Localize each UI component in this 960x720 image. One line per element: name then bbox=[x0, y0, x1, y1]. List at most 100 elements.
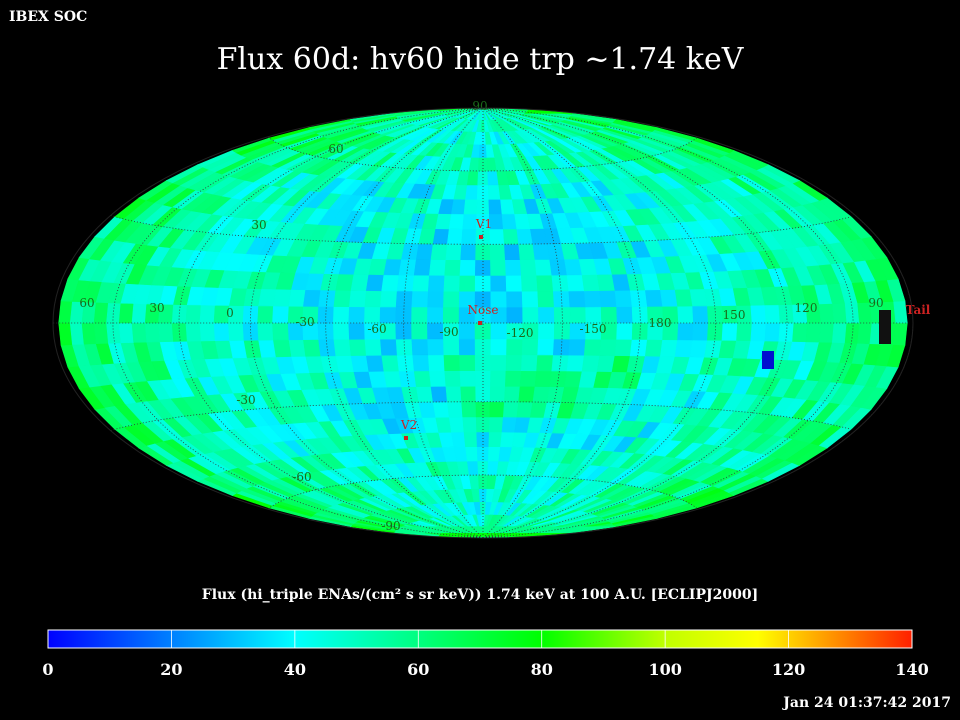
flux-pixel bbox=[616, 322, 634, 340]
flux-pixel bbox=[348, 322, 366, 340]
flux-pixel bbox=[474, 338, 492, 356]
longitude-label: 90 bbox=[868, 296, 883, 310]
flux-pixel bbox=[764, 322, 781, 342]
flux-pixel bbox=[505, 354, 523, 372]
flux-pixel bbox=[445, 243, 462, 261]
flux-pixel bbox=[381, 274, 400, 292]
flux-pixel bbox=[432, 228, 450, 245]
flux-pixel bbox=[213, 322, 230, 342]
flux-pixel bbox=[318, 339, 337, 357]
flux-pixel bbox=[504, 259, 522, 276]
flux-pixel bbox=[534, 259, 553, 276]
flux-pixel bbox=[349, 338, 367, 356]
flux-pixel bbox=[348, 306, 366, 324]
flux-pixel bbox=[583, 290, 602, 308]
flux-pixel bbox=[432, 401, 450, 418]
colorbar-tick-label: 60 bbox=[407, 660, 429, 679]
flux-pixel bbox=[131, 322, 148, 343]
flux-pixel bbox=[489, 228, 505, 245]
longitude-line bbox=[482, 108, 641, 538]
flux-pixel bbox=[171, 322, 188, 342]
flux-pixel bbox=[488, 431, 503, 448]
flux-pixel bbox=[448, 416, 465, 433]
flux-pixel bbox=[442, 306, 460, 324]
flux-pixel bbox=[568, 290, 586, 308]
flux-pixel bbox=[411, 306, 428, 324]
flux-pixel bbox=[411, 322, 428, 340]
flux-pixel bbox=[412, 354, 430, 372]
flux-pixel bbox=[185, 322, 202, 342]
flux-pixel bbox=[228, 322, 245, 341]
tail-marker bbox=[879, 310, 891, 344]
sky-map: 90 60 30 -30 -60 -90 60 30 0 -30 -60 -90 -120 -150 180… bbox=[52, 99, 931, 539]
timestamp: Jan 24 01:37:42 2017 bbox=[783, 695, 951, 711]
flux-pixel bbox=[396, 274, 415, 292]
flux-pixel bbox=[490, 275, 507, 292]
flux-pixel bbox=[199, 304, 216, 324]
flux-pixel bbox=[411, 290, 429, 308]
flux-pixel bbox=[750, 322, 767, 342]
flux-pixel bbox=[272, 322, 289, 341]
flux-pixel bbox=[489, 401, 505, 418]
flux-pixel bbox=[536, 274, 554, 292]
flux-pixel bbox=[242, 322, 259, 341]
flux-pixel bbox=[677, 305, 694, 324]
flux-pixel bbox=[465, 184, 479, 200]
flux-pixel bbox=[381, 354, 400, 372]
flux-pixel bbox=[614, 338, 633, 357]
longitude-label: -120 bbox=[507, 326, 534, 340]
flux-pixel bbox=[332, 322, 350, 340]
nose-label: Nose bbox=[468, 303, 499, 317]
longitude-line bbox=[325, 108, 484, 538]
flux-pixel bbox=[443, 338, 460, 356]
longitude-line bbox=[403, 108, 484, 538]
map-outline bbox=[52, 107, 914, 539]
flux-pixel bbox=[446, 401, 464, 418]
flux-pixel bbox=[462, 416, 478, 433]
flux-pixel bbox=[427, 306, 444, 324]
flux-pixel bbox=[459, 370, 476, 387]
flux-pixel bbox=[364, 338, 383, 356]
flux-pixel bbox=[721, 322, 738, 341]
flux-pixel bbox=[465, 446, 479, 462]
flux-pixel bbox=[463, 199, 478, 215]
flux-pixel bbox=[504, 370, 522, 387]
flux-pixel bbox=[631, 306, 649, 324]
flux-pixel bbox=[489, 385, 506, 403]
colorbar-tick-label: 40 bbox=[284, 660, 306, 679]
latitude-label: -90 bbox=[381, 519, 400, 533]
latitude-line bbox=[267, 136, 697, 172]
flux-pixel bbox=[490, 370, 507, 387]
latitude-line bbox=[110, 215, 852, 245]
flux-pixel bbox=[519, 259, 537, 276]
flux-pixel bbox=[488, 416, 504, 433]
graticule-labels: 90 60 30 -30 -60 -90 60 30 0 -30 -60 -90 -120 -150 180… bbox=[79, 99, 883, 533]
flux-pixel bbox=[674, 288, 693, 307]
longitude-label: 30 bbox=[149, 301, 164, 315]
flux-pixel bbox=[93, 301, 109, 324]
flux-pixel bbox=[365, 274, 385, 292]
flux-pixel bbox=[273, 339, 292, 358]
flux-pixel bbox=[443, 354, 461, 372]
flux-pixel bbox=[448, 213, 465, 230]
flux-pixel bbox=[692, 322, 709, 341]
latitude-line bbox=[110, 401, 852, 431]
flux-pixel bbox=[199, 322, 216, 342]
colorbar-tick-label: 80 bbox=[531, 660, 553, 679]
flux-pixel bbox=[520, 274, 539, 292]
flux-pixel bbox=[762, 351, 774, 369]
flux-pixel bbox=[411, 338, 429, 356]
flux-pixel bbox=[144, 322, 161, 343]
flux-pixel bbox=[69, 322, 85, 345]
flux-pixel bbox=[644, 339, 663, 357]
v2-marker bbox=[404, 436, 408, 440]
flux-pixel bbox=[466, 460, 479, 476]
colorbar-ticks: 0 20 40 60 80 100 120 140 bbox=[42, 630, 929, 679]
flux-pixel bbox=[532, 243, 551, 260]
flux-pixel bbox=[365, 354, 385, 372]
latitude-label: -60 bbox=[292, 470, 311, 484]
flux-pixel bbox=[537, 338, 555, 356]
flux-pixel bbox=[395, 290, 414, 308]
flux-pixel bbox=[317, 306, 335, 324]
longitude-label: -30 bbox=[295, 315, 314, 329]
